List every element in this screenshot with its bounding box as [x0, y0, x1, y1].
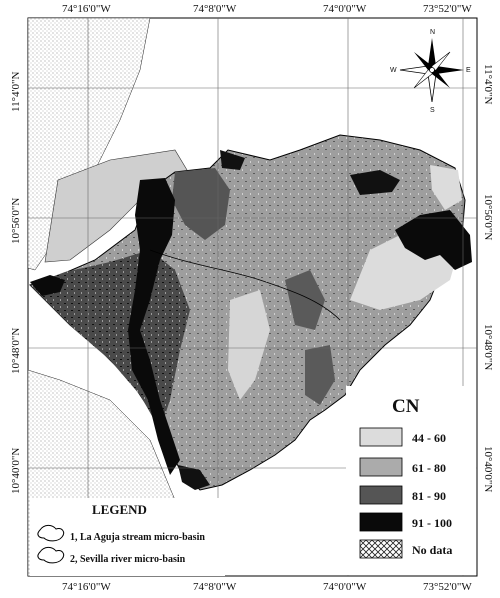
coord-top-2: 74°8'0"W	[193, 3, 237, 15]
coord-left-4: 10°40'0"N	[10, 448, 22, 494]
cn-label-81-90: 81 - 90	[412, 489, 446, 503]
cn-swatch-61-80	[359, 457, 403, 477]
cn-legend-title: CN	[392, 396, 420, 417]
compass-s-label: S	[430, 107, 435, 114]
micro-basin-boundary	[149, 249, 341, 321]
coord-top-3: 74°0'0"W	[323, 3, 367, 15]
coord-left-3: 10°48'0"N	[10, 328, 22, 374]
cn-label-91-100: 91 - 100	[412, 516, 452, 530]
cn-zone-light-center	[228, 290, 270, 400]
compass-n-label: N	[430, 29, 435, 36]
legend-basin-2-icon	[37, 546, 65, 564]
legend-item-2: 2, Sevilla river micro-basin	[70, 554, 186, 565]
coord-right-1: 11°4'0"N	[482, 64, 494, 104]
cn-swatch-91-100	[359, 512, 403, 532]
cn-zone-light-ne	[430, 165, 462, 210]
cn-zone-dark-north	[172, 168, 230, 240]
cn-zone-dark-center	[285, 270, 325, 330]
coord-top-4: 73°52'0"W	[423, 3, 472, 15]
coord-left-2: 10°56'0"N	[10, 198, 22, 244]
cn-zone-black-northwest	[30, 275, 65, 296]
cn-label-61-80: 61 - 80	[412, 461, 446, 475]
legend-item-1: 1, La Aguja stream micro-basin	[70, 532, 205, 543]
compass-e-label: E	[466, 67, 471, 74]
coord-right-4: 10°40'0"N	[482, 446, 494, 492]
cn-label-44-60: 44 - 60	[412, 431, 446, 445]
cn-zone-black-east	[395, 210, 472, 270]
compass-w-label: W	[390, 67, 397, 74]
cn-zone-black-north	[350, 170, 400, 195]
coord-top-1: 74°16'0"W	[62, 3, 111, 15]
cn-swatch-44-60	[359, 427, 403, 447]
basin-legend: LEGEND 1, La Aguja stream micro-basin 2,…	[30, 498, 225, 576]
coord-right-3: 10°48'0"N	[482, 324, 494, 370]
coord-bottom-4: 73°52'0"W	[423, 581, 472, 593]
legend-basin-1-icon	[37, 524, 65, 542]
coord-bottom-2: 74°8'0"W	[193, 581, 237, 593]
cn-swatch-81-90	[359, 485, 403, 505]
coord-bottom-1: 74°16'0"W	[62, 581, 111, 593]
cn-zone-black-ne	[220, 150, 245, 170]
coord-right-2: 10°56'0"N	[482, 194, 494, 240]
north-arrow-icon: N S E W	[390, 29, 471, 114]
cn-legend: CN 44 - 60 61 - 80 81 - 90 91 - 100 No d…	[346, 386, 476, 575]
coord-bottom-3: 74°0'0"W	[323, 581, 367, 593]
legend-title: LEGEND	[92, 502, 147, 517]
cn-zone-black-west	[128, 178, 180, 475]
coord-left-1: 11°4'0"N	[10, 72, 22, 112]
cn-label-no-data: No data	[412, 543, 452, 557]
cn-zone-black-south	[178, 465, 210, 490]
cn-swatch-no-data	[359, 539, 403, 559]
cn-zone-dark-south	[305, 345, 335, 405]
